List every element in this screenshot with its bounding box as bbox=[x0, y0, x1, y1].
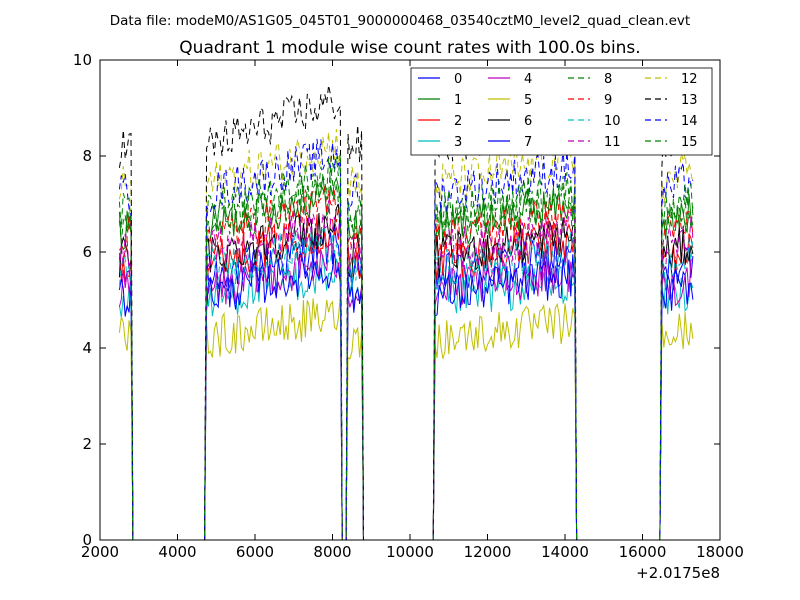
legend-label-9: 9 bbox=[604, 93, 612, 108]
legend-label-8: 8 bbox=[604, 72, 612, 87]
x-tick-label: 16000 bbox=[619, 543, 667, 561]
x-tick-label: 10000 bbox=[386, 543, 434, 561]
chart-title: Quadrant 1 module wise count rates with … bbox=[179, 38, 640, 58]
series-line-10 bbox=[118, 225, 694, 540]
x-tick-label: 14000 bbox=[541, 543, 589, 561]
series-line-7 bbox=[118, 250, 694, 540]
legend-label-12: 12 bbox=[681, 72, 698, 87]
x-tick-label: 6000 bbox=[236, 543, 274, 561]
series-line-3 bbox=[118, 254, 694, 540]
legend-label-1: 1 bbox=[454, 93, 462, 108]
series-line-13 bbox=[118, 85, 694, 540]
legend-label-5: 5 bbox=[524, 93, 532, 108]
series-line-14 bbox=[118, 138, 694, 540]
x-tick-label: 18000 bbox=[696, 543, 744, 561]
suptitle: Data file: modeM0/AS1G05_045T01_90000004… bbox=[110, 13, 690, 29]
legend-label-14: 14 bbox=[681, 114, 698, 129]
series-line-1 bbox=[118, 175, 694, 540]
x-offset-label: +2.0175e8 bbox=[636, 564, 720, 582]
legend-label-7: 7 bbox=[524, 135, 532, 150]
legend-label-10: 10 bbox=[604, 114, 621, 129]
y-tick-label: 10 bbox=[73, 51, 92, 69]
series-line-9 bbox=[118, 185, 694, 540]
legend-label-6: 6 bbox=[524, 114, 532, 129]
x-tick-label: 12000 bbox=[464, 543, 512, 561]
legend-label-13: 13 bbox=[681, 93, 698, 108]
legend-label-4: 4 bbox=[524, 72, 532, 87]
x-tick-label: 4000 bbox=[158, 543, 196, 561]
x-tick-label: 8000 bbox=[313, 543, 351, 561]
series-line-4 bbox=[118, 243, 693, 540]
legend-label-2: 2 bbox=[454, 114, 462, 129]
y-tick-label: 4 bbox=[82, 339, 92, 357]
x-tick-label: 2000 bbox=[81, 543, 119, 561]
y-tick-label: 2 bbox=[82, 435, 92, 453]
legend-label-15: 15 bbox=[681, 135, 698, 150]
series-line-5 bbox=[118, 296, 694, 540]
series-layer bbox=[118, 85, 694, 540]
y-tick-label: 8 bbox=[82, 147, 92, 165]
y-tick-label: 6 bbox=[82, 243, 92, 261]
legend-label-11: 11 bbox=[604, 135, 621, 150]
series-line-2 bbox=[118, 211, 694, 540]
y-tick-label: 0 bbox=[82, 531, 92, 549]
legend-label-0: 0 bbox=[454, 72, 462, 87]
legend-box bbox=[410, 67, 713, 156]
legend-label-3: 3 bbox=[454, 135, 462, 150]
ticks-layer: 2000 4000 6000 8000 10000 12000 14000 16000 1800… bbox=[73, 51, 744, 561]
